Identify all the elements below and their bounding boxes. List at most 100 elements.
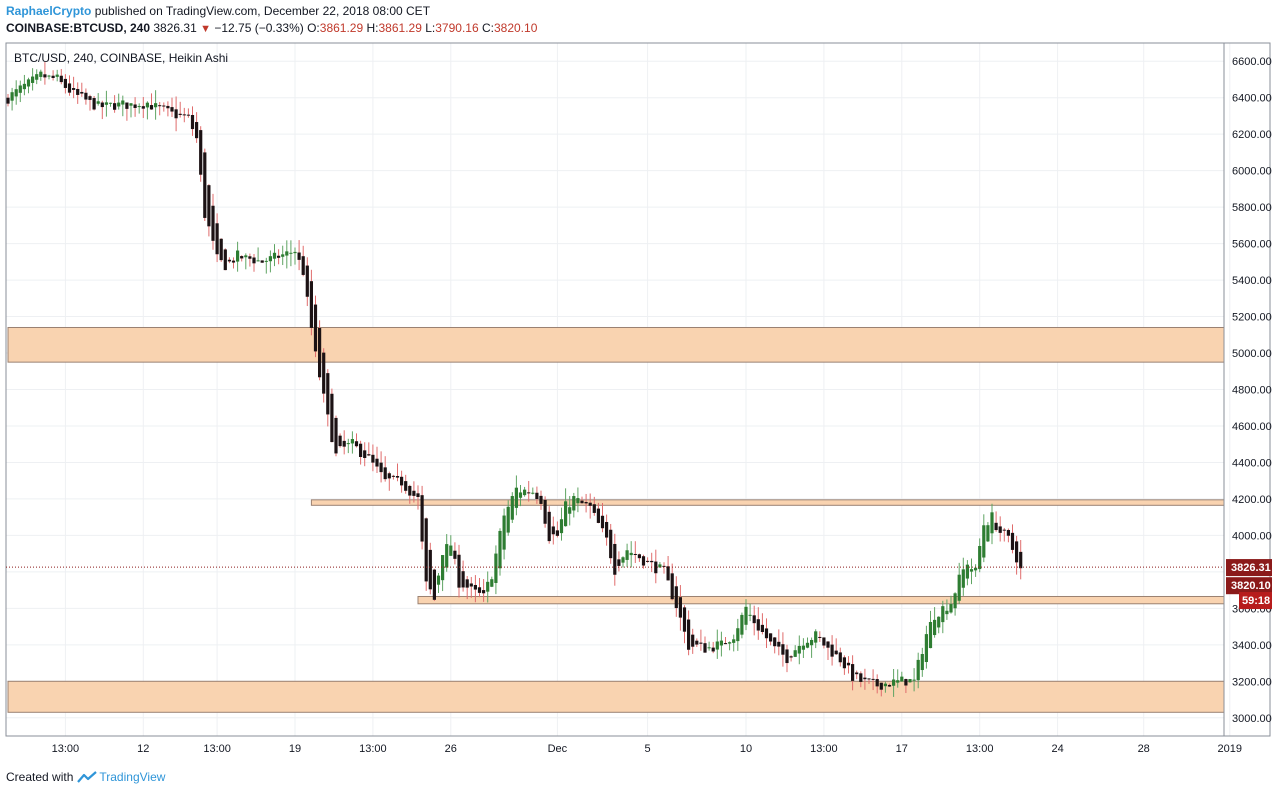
candle-body xyxy=(633,553,637,555)
candle-body xyxy=(924,634,928,663)
candle-body xyxy=(887,684,892,687)
candle-body xyxy=(818,636,822,638)
y-tick-label: 4400.00 xyxy=(1232,457,1272,469)
candle-body xyxy=(666,566,670,581)
candle-body xyxy=(736,628,740,642)
y-tick-label: 4800.00 xyxy=(1232,385,1272,397)
candle-body xyxy=(490,579,494,587)
price-change: −12.75 (−0.33%) xyxy=(214,21,304,35)
candle-body xyxy=(912,679,916,681)
candle-body xyxy=(1010,532,1015,550)
x-tick-label: 26 xyxy=(445,743,457,755)
x-tick-label: 13:00 xyxy=(359,743,387,755)
candle-body xyxy=(43,74,47,78)
candle-body xyxy=(892,679,896,686)
candle-body xyxy=(637,554,641,559)
candle-body xyxy=(723,643,728,645)
candle-body xyxy=(539,495,543,504)
candle-body xyxy=(26,79,31,87)
candle-body xyxy=(691,634,695,647)
price-axis[interactable]: 3000.003200.003400.003600.003800.004000.… xyxy=(1232,56,1272,725)
candle-body xyxy=(785,649,789,664)
tradingview-brand[interactable]: TradingView xyxy=(99,770,166,784)
time-axis[interactable]: 13:00 12 13:00 19 13:00 26 Dec 5 10 13:00 17 13:00 2… xyxy=(52,743,1242,755)
candle-body xyxy=(236,250,240,262)
candle-body xyxy=(953,593,957,609)
candle-body xyxy=(293,251,297,254)
candle-body xyxy=(933,619,937,636)
candle-body xyxy=(486,581,490,592)
zone-rect xyxy=(7,326,1225,363)
candle-body xyxy=(773,637,777,647)
candle-body xyxy=(59,75,63,83)
candle-body xyxy=(6,97,10,104)
candle-body xyxy=(400,476,404,486)
candle-body xyxy=(896,680,900,683)
y-tick-label: 5000.00 xyxy=(1232,348,1272,360)
candle-body xyxy=(133,104,137,108)
candle-body xyxy=(568,507,572,514)
candle-body xyxy=(551,526,555,535)
candle-body xyxy=(982,525,986,558)
candle-body xyxy=(301,256,305,275)
candle-body xyxy=(338,435,342,447)
price-badges: 3826.31 3820.10 59:18 xyxy=(1226,559,1272,610)
candle-body xyxy=(260,260,264,263)
candle-body xyxy=(789,656,793,658)
author-link[interactable]: RaphaelCrypto xyxy=(6,4,92,18)
candle-body xyxy=(650,560,654,563)
candle-body xyxy=(391,475,395,477)
candle-body xyxy=(863,677,867,680)
candle-body xyxy=(240,256,244,259)
candle-body xyxy=(404,481,408,491)
candle-body xyxy=(769,633,773,642)
candle-body xyxy=(576,498,580,504)
x-tick-label: 17 xyxy=(896,743,908,755)
candle-body xyxy=(728,642,732,644)
candle-body xyxy=(166,105,170,109)
candle-body xyxy=(711,647,715,652)
candle-body xyxy=(547,511,551,542)
y-tick-label: 4000.00 xyxy=(1232,530,1272,542)
candle-body xyxy=(272,252,277,259)
candle-body xyxy=(523,489,527,496)
low-label: L: xyxy=(425,21,436,35)
candle-body xyxy=(256,260,260,262)
candle-body xyxy=(883,683,887,687)
candle-body xyxy=(715,641,719,650)
candle-body xyxy=(322,352,326,394)
candle-body xyxy=(190,114,195,130)
candle-body xyxy=(822,637,826,646)
close-price-badge-text: 3820.10 xyxy=(1231,580,1271,592)
publish-header: RaphaelCrypto published on TradingView.c… xyxy=(6,4,430,18)
candle-body xyxy=(35,74,39,80)
open-value: 3861.29 xyxy=(319,21,364,35)
candle-body xyxy=(203,152,207,218)
candle-body xyxy=(555,530,559,536)
candle-body xyxy=(838,652,842,663)
candle-body xyxy=(72,88,76,90)
candle-body xyxy=(707,647,711,649)
candle-body xyxy=(641,556,646,566)
candle-body xyxy=(781,644,785,655)
candle-body xyxy=(92,98,96,110)
chart-title: BTC/USD, 240, COINBASE, Heikin Ashi xyxy=(14,51,228,65)
candle-body xyxy=(625,550,629,560)
candle-body xyxy=(1015,541,1019,563)
candle-body xyxy=(346,443,350,445)
x-tick-label: 24 xyxy=(1051,743,1063,755)
candle-body xyxy=(518,492,523,498)
candle-body xyxy=(986,525,990,542)
x-tick-label: 28 xyxy=(1138,743,1150,755)
candle-body xyxy=(994,522,998,531)
candle-body xyxy=(482,590,486,594)
candle-body xyxy=(182,114,186,116)
candle-body xyxy=(814,631,818,643)
y-tick-label: 3400.00 xyxy=(1232,640,1272,652)
candle-body xyxy=(129,103,133,106)
candle-body xyxy=(350,439,354,444)
y-tick-label: 6000.00 xyxy=(1232,166,1272,178)
candle-body xyxy=(264,260,268,262)
candle-body xyxy=(47,75,51,77)
